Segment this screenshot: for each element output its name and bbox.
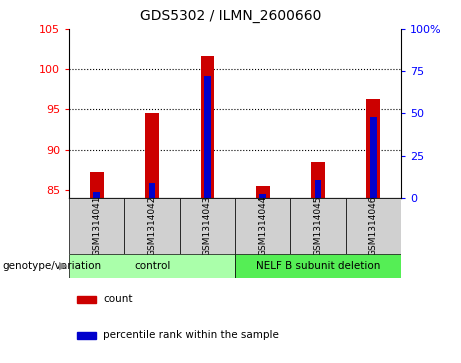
Text: GSM1314046: GSM1314046 [369,196,378,256]
Text: GSM1314044: GSM1314044 [258,196,267,256]
Text: NELF B subunit deletion: NELF B subunit deletion [256,261,380,271]
Bar [201,56,214,198]
Bar [180,198,235,254]
Text: GSM1314041: GSM1314041 [92,196,101,256]
Text: count: count [103,294,133,304]
Bar [370,117,377,198]
Text: GDS5302 / ILMN_2600660: GDS5302 / ILMN_2600660 [140,9,321,23]
Text: genotype/variation: genotype/variation [2,261,101,271]
Bar [346,198,401,254]
Bar [90,172,104,198]
Bar [366,99,380,198]
Bar [69,254,235,278]
Bar [256,186,270,198]
Bar [94,192,100,198]
Bar [145,114,159,198]
Bar [235,254,401,278]
Text: GSM1314043: GSM1314043 [203,196,212,256]
Text: GSM1314042: GSM1314042 [148,196,157,256]
Bar [77,296,95,303]
Bar [315,180,321,198]
Bar [77,332,95,339]
Bar [290,198,346,254]
Text: control: control [134,261,170,271]
Bar [204,76,211,198]
Bar [260,193,266,198]
Bar [124,198,180,254]
Bar [235,198,290,254]
Bar [311,163,325,198]
Text: GSM1314045: GSM1314045 [313,196,323,256]
Bar [149,183,155,198]
Bar [69,198,124,254]
Text: ▶: ▶ [59,261,68,271]
Text: percentile rank within the sample: percentile rank within the sample [103,330,279,340]
